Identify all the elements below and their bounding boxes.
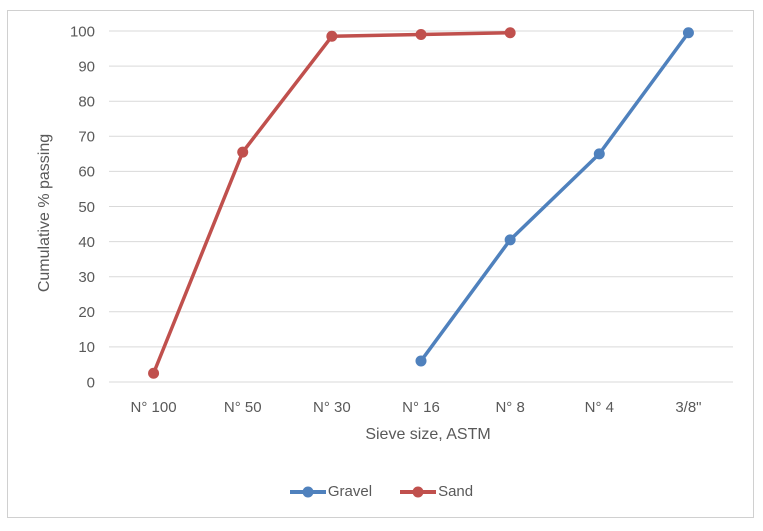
y-tick-label: 20 bbox=[78, 304, 95, 321]
x-axis-title: Sieve size, ASTM bbox=[365, 426, 491, 443]
chart-legend: Gravel Sand bbox=[0, 483, 763, 500]
y-tick-label: 70 bbox=[78, 129, 95, 146]
y-tick-label: 30 bbox=[78, 269, 95, 286]
x-tick-label: N° 50 bbox=[224, 399, 262, 416]
x-tick-label: 3/8" bbox=[675, 399, 701, 416]
y-tick-label: 40 bbox=[78, 234, 95, 251]
figure-border bbox=[7, 10, 754, 518]
data-point-sand bbox=[237, 146, 249, 158]
legend-dot bbox=[412, 486, 424, 497]
legend-item-gravel: Gravel bbox=[289, 483, 373, 500]
y-tick-label: 60 bbox=[78, 164, 95, 181]
x-tick-label: N° 8 bbox=[495, 399, 524, 416]
data-point-gravel bbox=[504, 234, 516, 246]
y-tick-label: 80 bbox=[78, 93, 95, 110]
x-tick-label: N° 100 bbox=[131, 399, 177, 416]
legend-dot bbox=[302, 486, 314, 497]
legend-label: Sand bbox=[438, 483, 474, 500]
x-tick-label: N° 4 bbox=[585, 399, 614, 416]
x-tick-label: N° 16 bbox=[402, 399, 440, 416]
y-axis-title: Cumulative % passing bbox=[36, 133, 53, 293]
series-line-sand bbox=[151, 31, 512, 375]
y-tick-label: 0 bbox=[87, 374, 95, 391]
data-point-sand bbox=[504, 27, 516, 39]
x-tick-label: N° 30 bbox=[313, 399, 351, 416]
legend-marker-gravel bbox=[289, 486, 326, 497]
data-point-gravel bbox=[682, 27, 694, 39]
data-point-gravel bbox=[415, 355, 427, 367]
data-point-sand bbox=[415, 29, 427, 41]
legend-marker-sand bbox=[400, 486, 437, 497]
legend-label: Gravel bbox=[327, 483, 373, 500]
data-point-gravel bbox=[593, 148, 605, 160]
y-tick-label: 50 bbox=[78, 199, 95, 216]
data-point-sand bbox=[148, 367, 160, 379]
y-tick-label: 100 bbox=[70, 23, 95, 40]
series-line-gravel bbox=[419, 31, 691, 363]
y-tick-label: 10 bbox=[78, 339, 95, 356]
data-point-sand bbox=[326, 30, 338, 42]
legend-item-sand: Sand bbox=[400, 483, 473, 500]
y-tick-label: 90 bbox=[78, 58, 95, 75]
